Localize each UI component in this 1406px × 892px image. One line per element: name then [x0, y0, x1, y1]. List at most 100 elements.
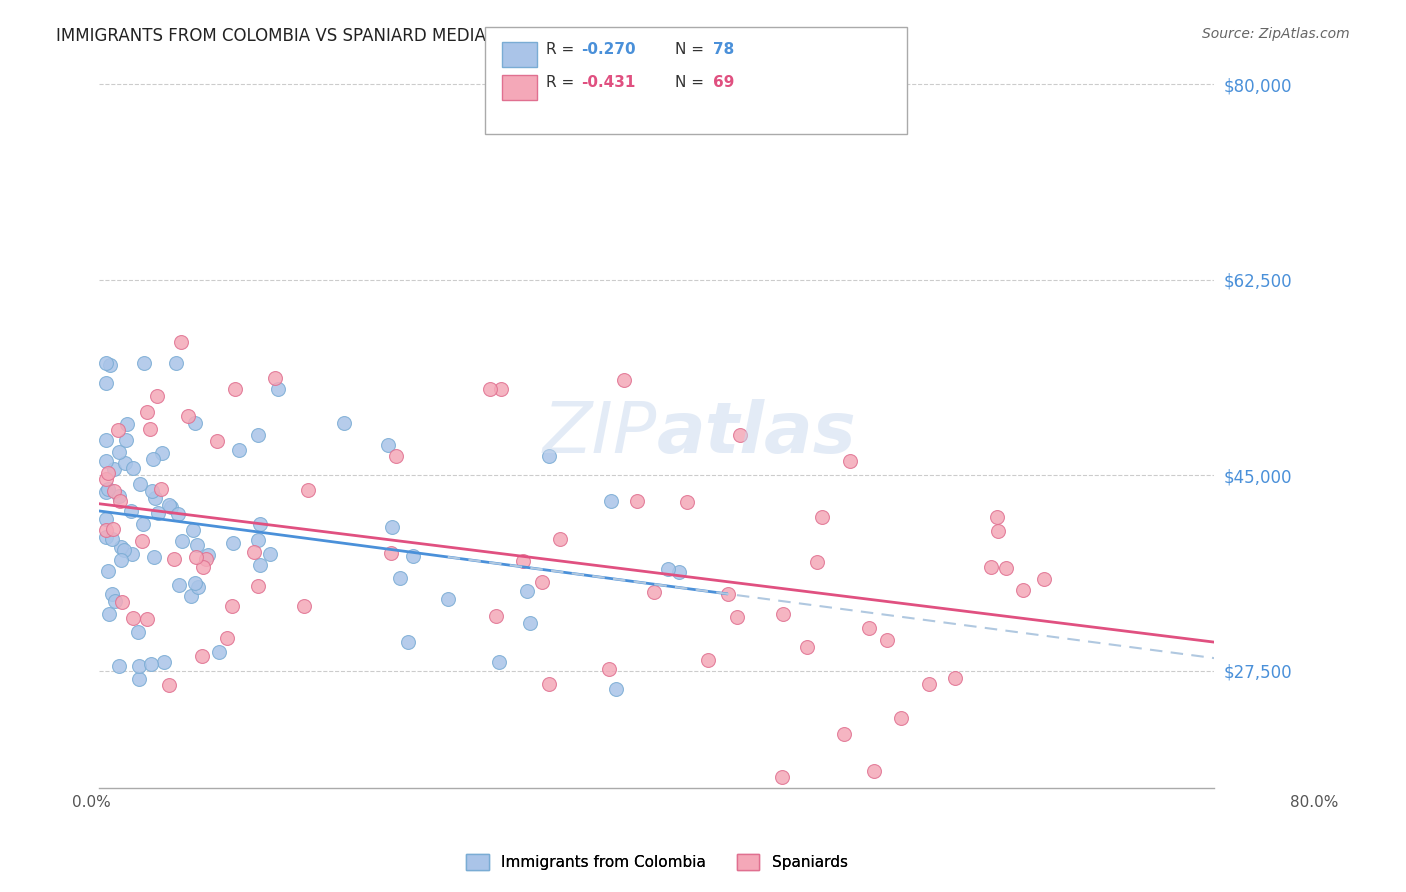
- Point: [166, 507, 188, 521]
- Point: [538, 449, 561, 463]
- Point: [1012, 583, 1035, 598]
- Point: [159, 500, 181, 515]
- Point: [110, 595, 132, 609]
- Text: Source: ZipAtlas.com: Source: ZipAtlas.com: [1202, 27, 1350, 41]
- Point: [224, 382, 246, 396]
- Point: [177, 409, 200, 424]
- Point: [127, 625, 149, 640]
- Legend: Immigrants from Colombia, Spaniards: Immigrants from Colombia, Spaniards: [460, 847, 853, 876]
- Point: [115, 434, 138, 448]
- Point: [136, 405, 159, 419]
- Point: [96, 530, 118, 544]
- Point: [100, 532, 122, 546]
- Point: [181, 523, 204, 537]
- Point: [479, 382, 502, 396]
- Point: [943, 671, 966, 685]
- Point: [643, 584, 665, 599]
- Point: [297, 483, 319, 498]
- Point: [389, 571, 412, 585]
- Text: 0.0%: 0.0%: [72, 796, 111, 810]
- Point: [381, 519, 404, 533]
- Text: 78: 78: [713, 43, 734, 57]
- Point: [96, 356, 118, 370]
- Point: [488, 656, 510, 670]
- Point: [811, 509, 834, 524]
- Text: 80.0%: 80.0%: [1291, 796, 1339, 810]
- Text: ZIP: ZIP: [543, 400, 657, 468]
- Point: [657, 562, 679, 576]
- Point: [806, 555, 828, 569]
- Point: [96, 454, 118, 468]
- Point: [193, 560, 215, 574]
- Point: [548, 532, 571, 546]
- Point: [221, 599, 243, 613]
- Point: [228, 442, 250, 457]
- Point: [107, 423, 129, 437]
- Point: [103, 461, 125, 475]
- Text: -0.431: -0.431: [581, 76, 636, 90]
- Point: [832, 727, 855, 741]
- Point: [108, 445, 131, 459]
- Point: [516, 583, 538, 598]
- Point: [96, 433, 118, 447]
- Text: -0.270: -0.270: [581, 43, 636, 57]
- Point: [165, 356, 187, 370]
- Point: [380, 546, 402, 560]
- Point: [626, 493, 648, 508]
- Point: [183, 575, 205, 590]
- Point: [121, 611, 143, 625]
- Point: [107, 659, 129, 673]
- Point: [987, 524, 1010, 538]
- Point: [437, 592, 460, 607]
- Point: [128, 659, 150, 673]
- Point: [139, 657, 162, 672]
- Point: [222, 536, 245, 550]
- Point: [264, 371, 287, 385]
- Point: [489, 382, 512, 396]
- Text: R =: R =: [546, 43, 579, 57]
- Point: [530, 575, 553, 590]
- Point: [103, 484, 125, 499]
- Point: [157, 678, 180, 692]
- Point: [96, 472, 118, 486]
- Point: [110, 552, 132, 566]
- Point: [104, 593, 127, 607]
- Point: [170, 334, 193, 349]
- Point: [142, 451, 165, 466]
- Point: [121, 547, 143, 561]
- Point: [538, 677, 561, 691]
- Point: [112, 542, 135, 557]
- Point: [110, 540, 132, 554]
- Point: [728, 428, 751, 442]
- Point: [717, 587, 740, 601]
- Point: [97, 482, 120, 496]
- Point: [598, 662, 620, 676]
- Point: [150, 446, 173, 460]
- Point: [115, 417, 138, 432]
- Point: [485, 608, 508, 623]
- Point: [519, 615, 541, 630]
- Point: [96, 376, 118, 390]
- Point: [131, 534, 153, 549]
- Point: [249, 516, 271, 531]
- Point: [163, 551, 186, 566]
- Point: [114, 457, 136, 471]
- Point: [770, 770, 793, 784]
- Point: [150, 482, 173, 496]
- Point: [96, 512, 118, 526]
- Point: [170, 534, 193, 549]
- Point: [876, 633, 898, 648]
- Point: [153, 655, 176, 669]
- Point: [96, 524, 118, 538]
- Point: [132, 356, 155, 370]
- Text: N =: N =: [675, 76, 709, 90]
- Point: [97, 466, 120, 480]
- Point: [108, 489, 131, 503]
- Point: [98, 359, 121, 373]
- Point: [292, 599, 315, 613]
- Point: [512, 554, 534, 568]
- Point: [986, 510, 1008, 524]
- Point: [396, 634, 419, 648]
- Point: [129, 476, 152, 491]
- Point: [862, 764, 884, 779]
